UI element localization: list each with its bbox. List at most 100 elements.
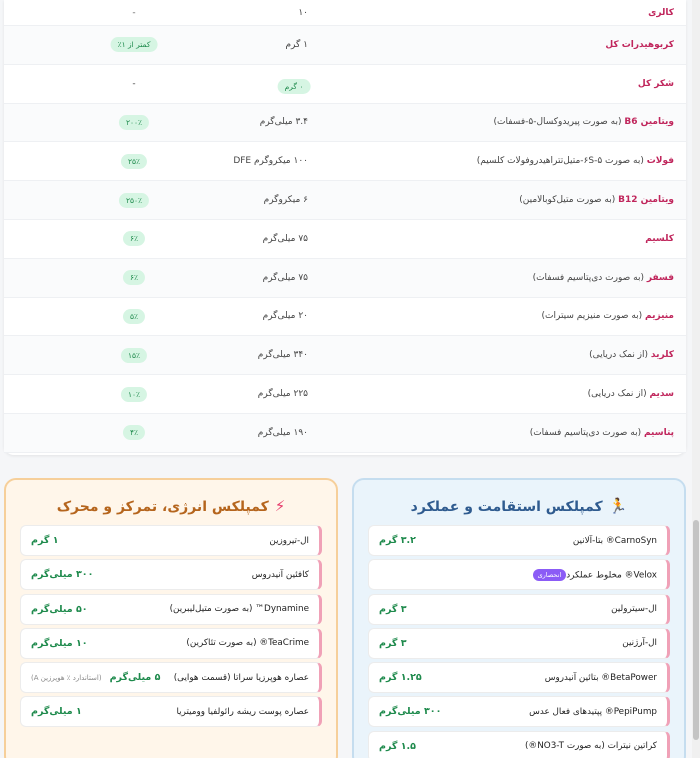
nutrient-name: فولات (به صورت ۵-۶S-متیل‌تتراهیدروفولات … xyxy=(477,156,674,166)
endurance-card-title-text: کمپلکس استقامت و عملکرد xyxy=(410,499,603,515)
exclusive-badge: انحصاری xyxy=(532,568,567,581)
ingredient-amount: ۳ گرم xyxy=(379,637,407,649)
nutrient-label: سدیم xyxy=(649,389,675,400)
ingredient-name-text: BetaPower® بتائین آنیدروس xyxy=(544,672,657,683)
nutrient-amount: ۱۰ xyxy=(298,7,308,18)
nutrient-amount: ۲۲۵ میلی‌گرم xyxy=(257,389,308,400)
nutrient-label: کلرید xyxy=(650,350,674,361)
nutrient-source: (از نمک دریایی) xyxy=(589,350,651,361)
nutrient-source: (به صورت پیریدوکسال-۵-فسفات) xyxy=(493,117,625,128)
ingredient-name: عصاره هوپرزیا سراتا (قسمت هوایی) xyxy=(173,672,309,683)
scrollbar-thumb[interactable] xyxy=(693,520,699,740)
nutrition-row: ویتامین B6 (به صورت پیریدوکسال-۵-فسفات) ۳… xyxy=(4,103,686,143)
ingredient-name-text: CarnoSyn® بتا-آلانین xyxy=(572,535,657,546)
nutrient-source: (به صورت دی‌پتاسیم فسفات) xyxy=(532,272,647,283)
nutrient-label: کربوهیدرات کل xyxy=(605,39,674,50)
daily-value-badge: ۲۰۰٪ xyxy=(118,114,150,130)
ingredient-name: Velox® مخلوط عملکردانحصاری xyxy=(529,568,657,581)
ingredient-amount: ۳۰۰ میلی‌گرم xyxy=(379,706,442,718)
nutrient-amount: ۲۰ میلی‌گرم xyxy=(262,311,308,322)
nutrient-label: فولات xyxy=(646,156,674,167)
ingredient-amount: ۳ گرم xyxy=(379,603,407,615)
ingredient-name-text: PepiPump® پپتیدهای فعال عدس xyxy=(529,706,657,717)
nutrient-label: ویتامین B6 xyxy=(624,117,674,128)
ingredient-name: عصاره پوست ریشه رائولفیا وومیتریا xyxy=(176,706,309,717)
energy-ingredient-row: کافئین آنیدروس ۳۰۰ میلی‌گرم xyxy=(20,559,322,591)
ingredient-amount: ۵ میلی‌گرم xyxy=(109,672,161,684)
ingredient-amount: ۱.۲۵ گرم xyxy=(379,672,422,684)
daily-value-badge: ۲۵۰٪ xyxy=(118,192,150,208)
ingredient-name-text: ال-آرژنین xyxy=(622,638,657,649)
nutrient-source: (به صورت متیل‌کوبالامین) xyxy=(519,195,619,206)
daily-value-badge: کمتر از ۱٪ xyxy=(110,37,158,53)
endurance-ingredient-row: Velox® مخلوط عملکردانحصاری xyxy=(368,559,670,591)
nutrient-name: پتاسیم (به صورت دی‌پتاسیم فسفات) xyxy=(530,428,674,438)
ingredient-name: کافئین آنیدروس xyxy=(251,569,309,580)
nutrient-name: ویتامین B6 (به صورت پیریدوکسال-۵-فسفات) xyxy=(494,117,674,127)
nutrient-amount-badge: ۰ گرم xyxy=(277,78,311,94)
runner-icon: 🏃 xyxy=(608,497,628,515)
daily-value-badge: ۵٪ xyxy=(122,308,146,324)
ingredient-amount: ۵۰ میلی‌گرم xyxy=(31,603,88,615)
ingredient-name-text: ال-سیترولین xyxy=(611,604,657,615)
nutrient-label: کلسیم xyxy=(645,233,674,244)
nutrient-source: (به صورت ۵-۶S-متیل‌تتراهیدروفولات کلسیم) xyxy=(476,156,647,167)
ingredient-name-text: Velox® مخلوط عملکرد xyxy=(566,570,657,581)
nutrient-source: (به صورت دی‌پتاسیم فسفات) xyxy=(529,427,644,438)
ingredient-amount: ۳۰۰ میلی‌گرم xyxy=(31,569,94,581)
ingredient-note: (استاندارد ٪ هوپرزین A) xyxy=(31,673,102,682)
endurance-card-title: 🏃 کمپلکس استقامت و عملکرد xyxy=(354,497,684,515)
daily-value-badge: - xyxy=(132,7,136,18)
scrollbar[interactable] xyxy=(692,0,700,758)
nutrition-row: پتاسیم (به صورت دی‌پتاسیم فسفات) ۱۹۰ میلی… xyxy=(4,413,686,453)
daily-value-badge: ۶٪ xyxy=(122,231,146,247)
nutrition-row: ویتامین B12 (به صورت متیل‌کوبالامین) ۶ می… xyxy=(4,181,686,220)
ingredient-name: ال-تیروزین xyxy=(269,535,309,546)
nutrition-table: کالری ۱۰ - کربوهیدرات کل ۱ گرم کمتر از ۱٪ شکر … xyxy=(4,0,686,455)
ingredient-name: BetaPower® بتائین آنیدروس xyxy=(545,673,657,683)
ingredient-name: کراتین نیترات (به صورت NO3-T®) xyxy=(525,741,657,751)
ingredient-amount: ۱۰ میلی‌گرم xyxy=(31,637,88,649)
endurance-ingredient-row: ال-آرژنین ۳ گرم xyxy=(368,627,670,659)
nutrient-label: کالری xyxy=(648,7,674,18)
ingredient-amount: ۱ گرم xyxy=(31,535,59,546)
endurance-ingredient-row: کراتین نیترات (به صورت NO3-T®) ۱.۵ گرم xyxy=(368,730,670,758)
endurance-ingredient-row: CarnoSyn® بتا-آلانین ۳.۲ گرم xyxy=(368,525,670,556)
nutrient-label: فسفر xyxy=(646,272,674,283)
energy-ingredient-row: Dynamine™ (به صورت متیل‌لیبرین) ۵۰ میلی‌گ… xyxy=(20,593,322,625)
nutrient-name: منیزیم (به صورت منیزیم سیترات) xyxy=(542,311,675,321)
nutrient-source: (به صورت منیزیم سیترات) xyxy=(541,311,646,322)
nutrient-name: کالری xyxy=(648,8,674,18)
nutrition-row: کربوهیدرات کل ۱ گرم کمتر از ۱٪ xyxy=(4,26,686,65)
energy-ingredient-row: عصاره هوپرزیا سراتا (قسمت هوایی) ۵ میلی‌گ… xyxy=(20,662,322,694)
nutrient-amount: ۷۵ میلی‌گرم xyxy=(262,272,308,283)
nutrient-amount: ۱۹۰ میلی‌گرم xyxy=(257,427,308,438)
nutrition-row: شکر کل ۰ گرم - xyxy=(4,65,686,104)
ingredient-amount: ۱.۵ گرم xyxy=(379,740,416,752)
ingredient-name: ال-سیترولین xyxy=(611,604,657,614)
daily-value-badge: ۴٪ xyxy=(122,425,146,441)
energy-card-title-text: کمپلکس انرژی، تمرکز و محرک xyxy=(56,499,269,515)
energy-complex-card: ⚡ کمپلکس انرژی، تمرکز و محرک ال-تیروزین ۱ … xyxy=(4,478,338,758)
daily-value-badge: ۶٪ xyxy=(122,270,146,286)
ingredient-name-text: کراتین نیترات (به صورت NO3-T®) xyxy=(524,741,657,752)
nutrient-amount: ۷۵ میلی‌گرم xyxy=(262,233,308,244)
nutrient-name: کلرید (از نمک دریایی) xyxy=(589,350,674,360)
endurance-ingredient-row: BetaPower® بتائین آنیدروس ۱.۲۵ گرم xyxy=(368,662,670,694)
ingredient-name: PepiPump® پپتیدهای فعال عدس xyxy=(529,707,657,717)
nutrient-name: کلسیم xyxy=(645,234,674,244)
nutrient-name: کربوهیدرات کل xyxy=(605,40,674,50)
ingredient-amount: ۱ میلی‌گرم xyxy=(31,706,82,718)
ingredient-name: CarnoSyn® بتا-آلانین xyxy=(573,536,657,546)
nutrient-amount: ۳۴۰ میلی‌گرم xyxy=(257,350,308,361)
nutrient-amount: ۱۰۰ میکروگرم DFE xyxy=(233,156,308,167)
energy-ingredient-row: ال-تیروزین ۱ گرم xyxy=(20,525,322,556)
nutrient-amount: ۶ میکروگرم xyxy=(263,195,308,206)
nutrient-source: (از نمک دریایی) xyxy=(587,389,650,400)
nutrient-name: شکر کل xyxy=(638,79,674,89)
endurance-complex-card: 🏃 کمپلکس استقامت و عملکرد CarnoSyn® بتا-آ… xyxy=(352,478,686,758)
energy-card-title: ⚡ کمپلکس انرژی، تمرکز و محرک xyxy=(6,497,336,515)
nutrient-label: منیزیم xyxy=(645,311,674,322)
nutrient-amount: ۳.۴ میلی‌گرم xyxy=(259,117,308,128)
ingredient-name: ال-آرژنین xyxy=(622,638,657,648)
